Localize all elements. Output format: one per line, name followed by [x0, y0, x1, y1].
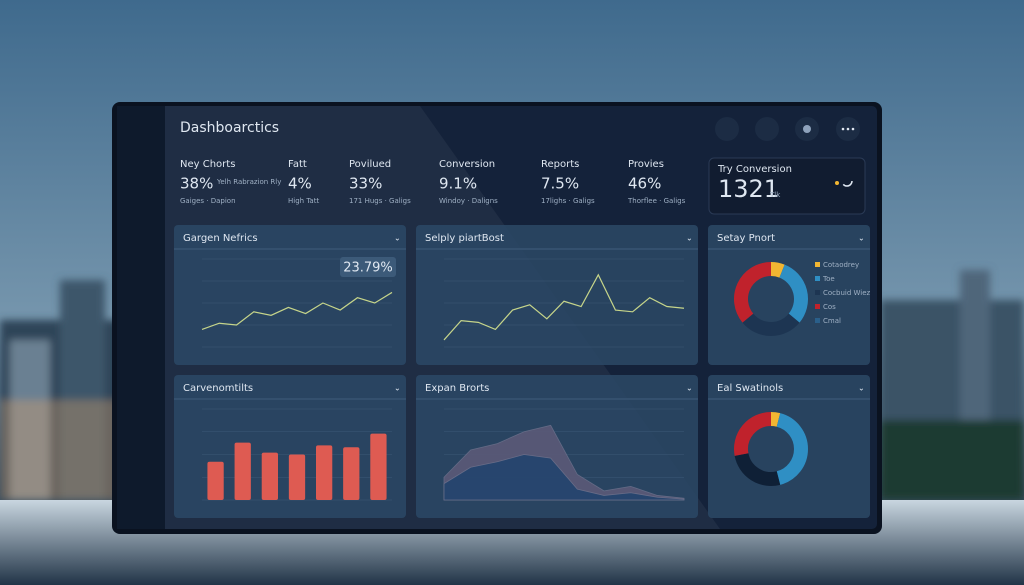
- bar: [207, 461, 224, 500]
- panel: Eal Swatinols ⌄: [708, 375, 870, 518]
- bar: [288, 454, 306, 500]
- legend-swatch: [815, 318, 820, 323]
- kpi-value: 9.1%: [439, 175, 477, 193]
- donut-slice: [734, 412, 772, 456]
- kpi-foot: High Tatt: [288, 197, 319, 205]
- panel-menu: ⌄: [858, 384, 865, 393]
- kpi-value: 7.5%: [541, 175, 579, 193]
- header-icons: [715, 117, 860, 141]
- bar: [261, 452, 278, 500]
- panel-menu: ⌄: [394, 234, 401, 243]
- panel-title: Gargen Nefrics: [183, 233, 258, 244]
- line-series: [443, 273, 685, 341]
- dashboard-title: Dashboarctics: [180, 120, 279, 136]
- highlight-value: 1321: [718, 175, 779, 203]
- panel-menu: ⌄: [394, 384, 401, 393]
- kpi-foot: Gaiges · Dapion: [180, 197, 236, 205]
- kpi-value: 46%: [628, 175, 661, 193]
- icon-button[interactable]: [755, 117, 779, 141]
- city: [0, 270, 1024, 500]
- sidebar: [117, 106, 165, 529]
- kpi-label: Fatt: [288, 159, 307, 170]
- donut-slice: [770, 262, 785, 278]
- highlight-unit: Tlk: [769, 191, 781, 199]
- line-series: [201, 291, 393, 330]
- panel-title: Setay Pnort: [717, 233, 775, 244]
- donut-slice: [776, 413, 808, 485]
- panel-menu: ⌄: [858, 234, 865, 243]
- icon: [841, 127, 845, 131]
- panel-bg: [708, 375, 870, 518]
- panel-title: Selply piartBost: [425, 233, 504, 244]
- bar: [343, 447, 360, 500]
- highlight-label: Try Conversion: [717, 164, 792, 175]
- icon-button[interactable]: [715, 117, 739, 141]
- kpi-label: Provies: [628, 159, 664, 170]
- kpi-value: 4%: [288, 175, 312, 193]
- panel: Setay Pnort ⌄ Cotaodrey Toe Cocbuid Wiez Cos C…: [708, 225, 871, 365]
- legend-label: Cmal: [823, 317, 841, 325]
- badge-bg: [340, 257, 396, 277]
- panel: Expan Brorts ⌄: [416, 375, 698, 518]
- legend-swatch: [815, 304, 820, 309]
- legend-swatch: [815, 276, 820, 281]
- icon: [846, 127, 850, 131]
- kpi-value: 38%: [180, 175, 213, 193]
- kpi-foot: 17lighs · Galigs: [541, 197, 595, 205]
- legend-label: Cocbuid Wiez: [823, 289, 871, 297]
- kpi-note: Yelh Rabrazion Rly: [216, 178, 281, 186]
- icon: [851, 127, 855, 131]
- panel-menu: ⌄: [686, 234, 693, 243]
- panel-title: Carvenomtilts: [183, 383, 253, 394]
- bar: [370, 433, 387, 500]
- icon: [803, 125, 811, 133]
- panel: Carvenomtilts ⌄: [174, 375, 406, 518]
- bar: [316, 445, 333, 500]
- donut-slice: [734, 262, 772, 323]
- kpi-label: Ney Chorts: [180, 159, 235, 170]
- donut-slice: [734, 452, 781, 486]
- kpi-label: Povilued: [349, 159, 391, 170]
- panel: Gargen Nefrics ⌄ 23.79%: [174, 225, 406, 365]
- legend-swatch: [815, 290, 820, 295]
- panel-title: Expan Brorts: [425, 383, 489, 394]
- panel-bg: [416, 225, 698, 365]
- indicator: [835, 181, 839, 185]
- kpi-value: 33%: [349, 175, 382, 193]
- panel-bg: [174, 225, 406, 365]
- bar: [234, 442, 251, 500]
- kpi-label: Reports: [541, 159, 579, 170]
- kpi-foot: Windoy · Daligns: [439, 197, 498, 205]
- kpi-foot: 171 Hugs · Galigs: [349, 197, 411, 205]
- area-series: [443, 454, 685, 501]
- legend-label: Toe: [822, 275, 835, 283]
- highlight-card: [708, 157, 866, 215]
- kpi-label: Conversion: [439, 159, 495, 170]
- panel-bg: [708, 225, 870, 365]
- legend-label: Cos: [823, 303, 836, 311]
- legend-label: Cotaodrey: [823, 261, 859, 269]
- panel-menu: ⌄: [686, 384, 693, 393]
- panel: Selply piartBost ⌄: [416, 225, 698, 365]
- spinner: [841, 175, 853, 187]
- donut-slice: [742, 313, 800, 336]
- badge: 23.79%: [343, 261, 393, 276]
- legend-swatch: [815, 262, 820, 267]
- donut-slice: [779, 264, 808, 323]
- panel-title: Eal Swatinols: [717, 383, 783, 394]
- kpi-foot: Thorflee · Galigs: [627, 197, 686, 205]
- donut-slice: [770, 412, 781, 427]
